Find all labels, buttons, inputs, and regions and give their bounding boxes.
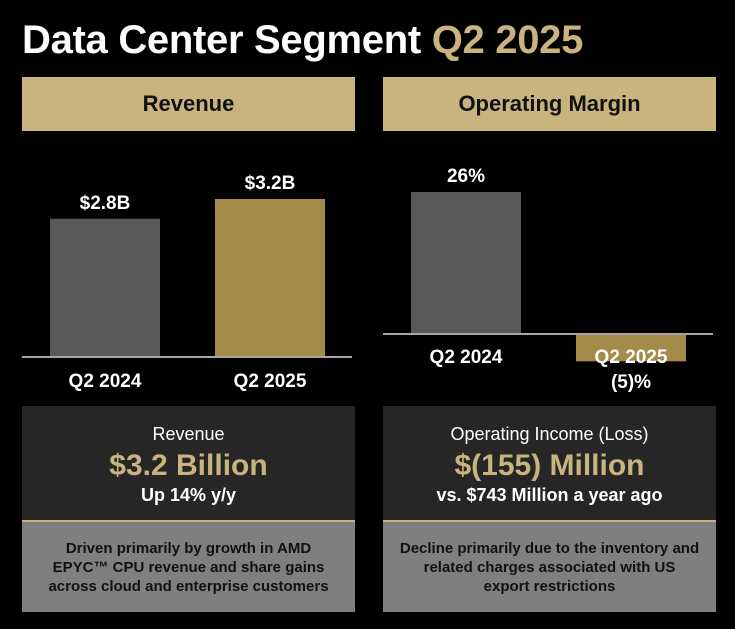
revenue-box-sub: Up 14% y/y <box>140 485 237 505</box>
page-title: Data Center Segment Q2 2025 <box>22 18 583 63</box>
margin-box-label: Operating Income (Loss) <box>450 424 649 444</box>
title-main: Data Center Segment <box>22 18 421 62</box>
datalabel-margin-q2-2024: 26% <box>447 166 485 187</box>
revenue-note: Driven primarily by growth in AMD EPYC™ … <box>22 522 355 612</box>
margin-summary-box: Operating Income (Loss) $(155) Million v… <box>383 406 716 520</box>
margin-box-sub: vs. $743 Million a year ago <box>436 485 663 505</box>
tick-margin-q2-2024: Q2 2024 <box>430 347 503 368</box>
margin-divider <box>383 520 716 522</box>
revenue-divider <box>22 520 355 522</box>
tick-revenue-q2-2024: Q2 2024 <box>69 371 142 392</box>
revenue-header: Revenue <box>22 77 355 131</box>
bar-revenue-q2-2024 <box>50 218 160 357</box>
datalabel-revenue-q2-2025: $3.2B <box>245 173 296 194</box>
tick-margin-q2-2025: Q2 2025 <box>595 347 668 368</box>
title-accent: Q2 2025 <box>431 18 584 62</box>
margin-note: Decline primarily due to the inventory a… <box>383 522 716 612</box>
bar-margin-q2-2025 <box>576 334 686 362</box>
bar-revenue-q2-2025 <box>215 199 325 357</box>
margin-chart: 26% (5)% Q2 2024 Q2 2025 <box>383 166 713 393</box>
margin-header: Operating Margin <box>383 77 716 131</box>
tick-revenue-q2-2025: Q2 2025 <box>234 371 307 392</box>
margin-box-value: $(155) Million <box>454 449 645 482</box>
datalabel-margin-q2-2025: (5)% <box>611 372 651 393</box>
bar-margin-q2-2024 <box>411 192 521 334</box>
revenue-chart: $2.8B $3.2B Q2 2024 Q2 2025 <box>22 173 352 392</box>
revenue-box-label: Revenue <box>152 424 225 444</box>
datalabel-revenue-q2-2024: $2.8B <box>80 193 131 214</box>
revenue-box-value: $3.2 Billion <box>109 449 268 482</box>
revenue-summary-box: Revenue $3.2 Billion Up 14% y/y <box>22 406 355 520</box>
